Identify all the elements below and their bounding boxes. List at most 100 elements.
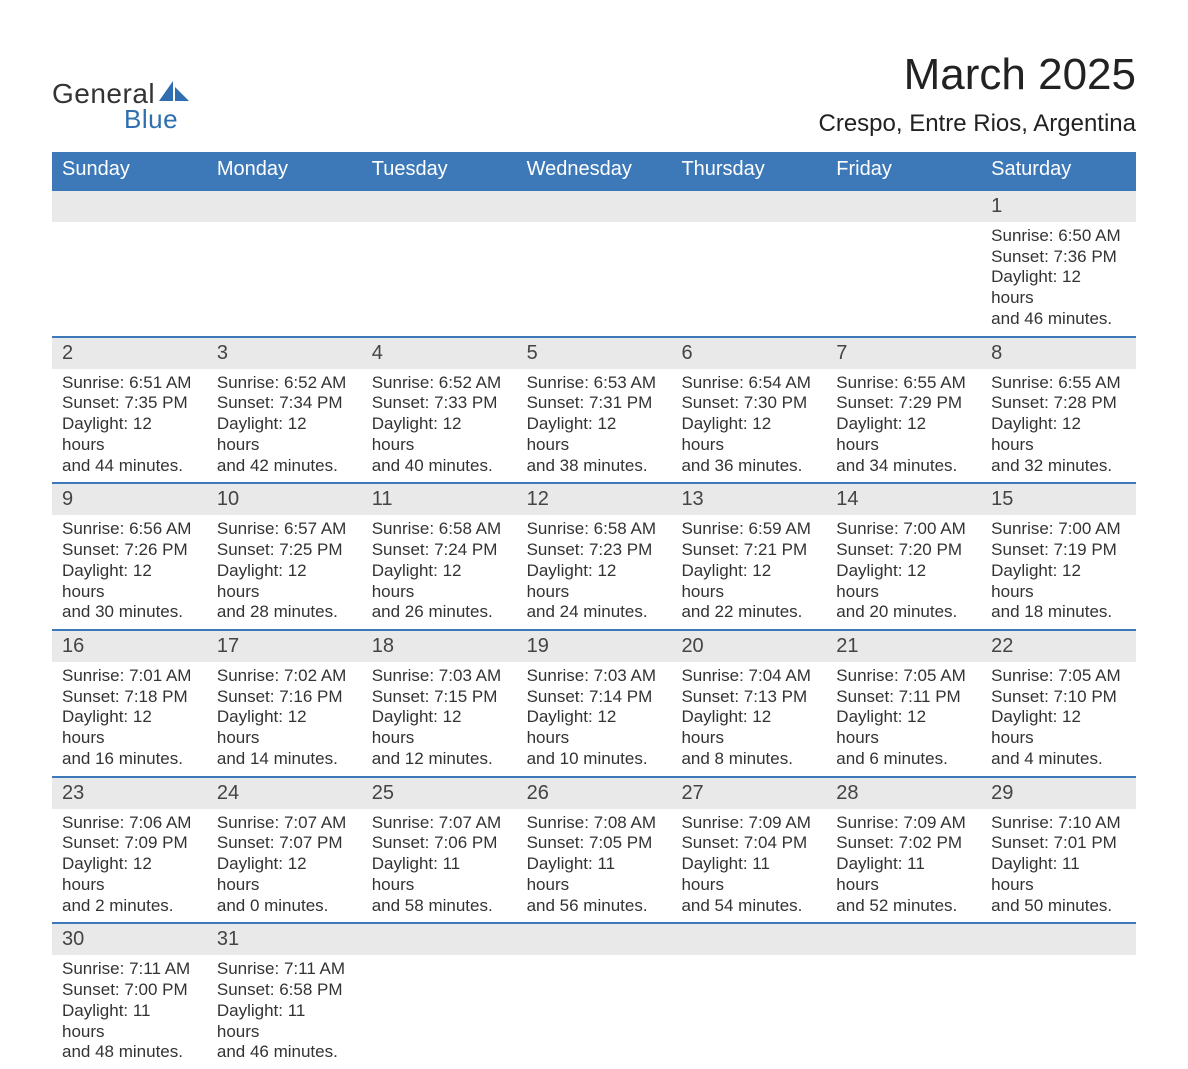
date-number: 26	[517, 778, 672, 809]
date-number	[671, 191, 826, 222]
date-number: 23	[52, 778, 207, 809]
day-cell: Sunrise: 7:06 AMSunset: 7:09 PMDaylight:…	[52, 809, 207, 923]
date-number: 4	[362, 338, 517, 369]
daylight-text: Daylight: 11 hours	[217, 1001, 352, 1042]
daylight-text: and 26 minutes.	[372, 602, 507, 623]
sunset-text: Sunset: 7:15 PM	[372, 687, 507, 708]
daylight-text: Daylight: 12 hours	[836, 561, 971, 602]
weeks-container: 1Sunrise: 6:50 AMSunset: 7:36 PMDaylight…	[52, 189, 1136, 1069]
day-cell	[671, 222, 826, 336]
daylight-text: Daylight: 12 hours	[62, 707, 197, 748]
sunset-text: Sunset: 7:10 PM	[991, 687, 1126, 708]
day-cell	[362, 222, 517, 336]
date-number: 2	[52, 338, 207, 369]
daylight-text: Daylight: 11 hours	[527, 854, 662, 895]
sunset-text: Sunset: 7:16 PM	[217, 687, 352, 708]
info-row: Sunrise: 7:11 AMSunset: 7:00 PMDaylight:…	[52, 955, 1136, 1069]
sunset-text: Sunset: 7:24 PM	[372, 540, 507, 561]
date-number: 22	[981, 631, 1136, 662]
daylight-text: Daylight: 12 hours	[217, 414, 352, 455]
sunrise-text: Sunrise: 6:55 AM	[991, 373, 1126, 394]
sunset-text: Sunset: 7:28 PM	[991, 393, 1126, 414]
day-cell: Sunrise: 7:02 AMSunset: 7:16 PMDaylight:…	[207, 662, 362, 776]
daylight-text: Daylight: 11 hours	[372, 854, 507, 895]
date-strip: 9101112131415	[52, 482, 1136, 515]
dow-cell: Saturday	[981, 152, 1136, 189]
daylight-text: and 48 minutes.	[62, 1042, 197, 1063]
daylight-text: Daylight: 12 hours	[527, 561, 662, 602]
day-cell: Sunrise: 7:01 AMSunset: 7:18 PMDaylight:…	[52, 662, 207, 776]
day-cell: Sunrise: 6:55 AMSunset: 7:28 PMDaylight:…	[981, 369, 1136, 483]
day-cell	[671, 955, 826, 1069]
sunrise-text: Sunrise: 6:58 AM	[527, 519, 662, 540]
sunset-text: Sunset: 7:09 PM	[62, 833, 197, 854]
daylight-text: Daylight: 12 hours	[372, 707, 507, 748]
location: Crespo, Entre Rios, Argentina	[819, 110, 1137, 138]
sunset-text: Sunset: 7:29 PM	[836, 393, 971, 414]
date-number	[826, 191, 981, 222]
info-row: Sunrise: 6:56 AMSunset: 7:26 PMDaylight:…	[52, 515, 1136, 629]
day-cell	[207, 222, 362, 336]
day-cell	[362, 955, 517, 1069]
daylight-text: and 42 minutes.	[217, 456, 352, 477]
sunrise-text: Sunrise: 7:09 AM	[681, 813, 816, 834]
day-cell: Sunrise: 6:56 AMSunset: 7:26 PMDaylight:…	[52, 515, 207, 629]
sunset-text: Sunset: 7:36 PM	[991, 247, 1126, 268]
daylight-text: and 34 minutes.	[836, 456, 971, 477]
date-number: 30	[52, 924, 207, 955]
day-cell: Sunrise: 7:00 AMSunset: 7:20 PMDaylight:…	[826, 515, 981, 629]
sunset-text: Sunset: 7:20 PM	[836, 540, 971, 561]
daylight-text: Daylight: 12 hours	[991, 707, 1126, 748]
daylight-text: Daylight: 12 hours	[217, 707, 352, 748]
day-cell: Sunrise: 7:05 AMSunset: 7:11 PMDaylight:…	[826, 662, 981, 776]
date-number	[517, 924, 672, 955]
day-cell: Sunrise: 6:58 AMSunset: 7:23 PMDaylight:…	[517, 515, 672, 629]
sunrise-text: Sunrise: 6:52 AM	[372, 373, 507, 394]
sunset-text: Sunset: 7:07 PM	[217, 833, 352, 854]
info-row: Sunrise: 7:06 AMSunset: 7:09 PMDaylight:…	[52, 809, 1136, 923]
daylight-text: Daylight: 12 hours	[372, 561, 507, 602]
daylight-text: Daylight: 12 hours	[62, 561, 197, 602]
date-number: 1	[981, 191, 1136, 222]
daylight-text: and 54 minutes.	[681, 896, 816, 917]
date-number	[671, 924, 826, 955]
date-number: 14	[826, 484, 981, 515]
date-number: 18	[362, 631, 517, 662]
sunrise-text: Sunrise: 7:08 AM	[527, 813, 662, 834]
daylight-text: and 44 minutes.	[62, 456, 197, 477]
day-cell: Sunrise: 7:11 AMSunset: 6:58 PMDaylight:…	[207, 955, 362, 1069]
sunset-text: Sunset: 7:23 PM	[527, 540, 662, 561]
daylight-text: and 40 minutes.	[372, 456, 507, 477]
daylight-text: and 58 minutes.	[372, 896, 507, 917]
daylight-text: and 46 minutes.	[991, 309, 1126, 330]
daylight-text: and 4 minutes.	[991, 749, 1126, 770]
daylight-text: and 12 minutes.	[372, 749, 507, 770]
sunset-text: Sunset: 7:01 PM	[991, 833, 1126, 854]
sunrise-text: Sunrise: 6:54 AM	[681, 373, 816, 394]
daylight-text: Daylight: 11 hours	[62, 1001, 197, 1042]
dow-cell: Monday	[207, 152, 362, 189]
sunrise-text: Sunrise: 7:05 AM	[991, 666, 1126, 687]
sunset-text: Sunset: 7:26 PM	[62, 540, 197, 561]
sunset-text: Sunset: 7:06 PM	[372, 833, 507, 854]
calendar: SundayMondayTuesdayWednesdayThursdayFrid…	[52, 152, 1136, 1069]
day-cell: Sunrise: 6:55 AMSunset: 7:29 PMDaylight:…	[826, 369, 981, 483]
sunset-text: Sunset: 7:18 PM	[62, 687, 197, 708]
sunset-text: Sunset: 7:21 PM	[681, 540, 816, 561]
day-cell: Sunrise: 6:50 AMSunset: 7:36 PMDaylight:…	[981, 222, 1136, 336]
date-strip: 23242526272829	[52, 776, 1136, 809]
sunset-text: Sunset: 7:04 PM	[681, 833, 816, 854]
info-row: Sunrise: 7:01 AMSunset: 7:18 PMDaylight:…	[52, 662, 1136, 776]
daylight-text: and 52 minutes.	[836, 896, 971, 917]
day-cell: Sunrise: 6:53 AMSunset: 7:31 PMDaylight:…	[517, 369, 672, 483]
daylight-text: Daylight: 11 hours	[836, 854, 971, 895]
daylight-text: and 18 minutes.	[991, 602, 1126, 623]
daylight-text: Daylight: 12 hours	[372, 414, 507, 455]
daylight-text: and 50 minutes.	[991, 896, 1126, 917]
sunset-text: Sunset: 7:02 PM	[836, 833, 971, 854]
sunrise-text: Sunrise: 6:50 AM	[991, 226, 1126, 247]
day-cell: Sunrise: 7:08 AMSunset: 7:05 PMDaylight:…	[517, 809, 672, 923]
date-number: 6	[671, 338, 826, 369]
day-cell: Sunrise: 7:05 AMSunset: 7:10 PMDaylight:…	[981, 662, 1136, 776]
daylight-text: and 0 minutes.	[217, 896, 352, 917]
